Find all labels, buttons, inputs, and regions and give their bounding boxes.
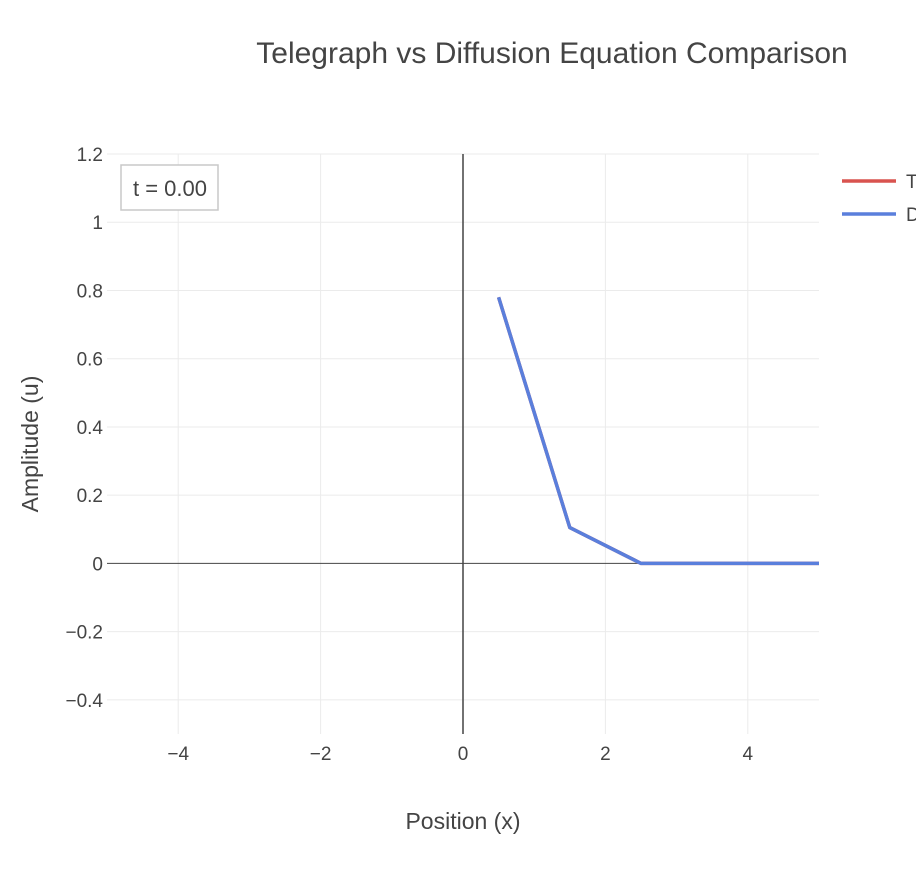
y-tick-label: 1.2: [77, 145, 103, 166]
legend-item-D[interactable]: D: [842, 205, 916, 226]
y-tick-label: −0.4: [65, 691, 103, 712]
y-tick-label: 0: [92, 554, 103, 575]
y-axis-title: Amplitude (u): [17, 376, 43, 513]
y-tick-label: 0.8: [77, 281, 103, 302]
annotation-box: [120, 164, 219, 211]
y-tick-label: 0.4: [77, 418, 104, 439]
x-tick-label: 0: [458, 744, 469, 765]
x-axis-title: Position (x): [405, 808, 520, 834]
x-tick-label: −2: [310, 744, 332, 765]
legend-label: D: [906, 205, 916, 226]
chart-title: Telegraph vs Diffusion Equation Comparis…: [256, 37, 847, 70]
y-tick-label: 1: [92, 213, 103, 234]
legend-item-T[interactable]: T: [842, 172, 916, 193]
legend-label: T: [906, 172, 916, 193]
time-annotation: t = 0.00: [120, 164, 219, 211]
y-tick-label: 0.2: [77, 486, 103, 507]
x-tick-label: 4: [743, 744, 754, 765]
series-line-T: [496, 296, 819, 566]
axes: [107, 154, 819, 734]
y-tick-label: 0.6: [77, 350, 103, 371]
y-tick-label: −0.2: [65, 623, 103, 644]
series-line-D: [496, 296, 819, 566]
series-layer: [496, 296, 819, 566]
annotation-text: t = 0.00: [133, 176, 207, 201]
x-tick-label: 2: [600, 744, 611, 765]
tick-labels: −4 −2 0 2 4 −0.4 −0.2 0 0.2 0.4 0.6 0.8 1 1.2: [65, 145, 753, 765]
x-tick-label: −4: [167, 744, 189, 765]
legend[interactable]: TD: [842, 172, 916, 226]
